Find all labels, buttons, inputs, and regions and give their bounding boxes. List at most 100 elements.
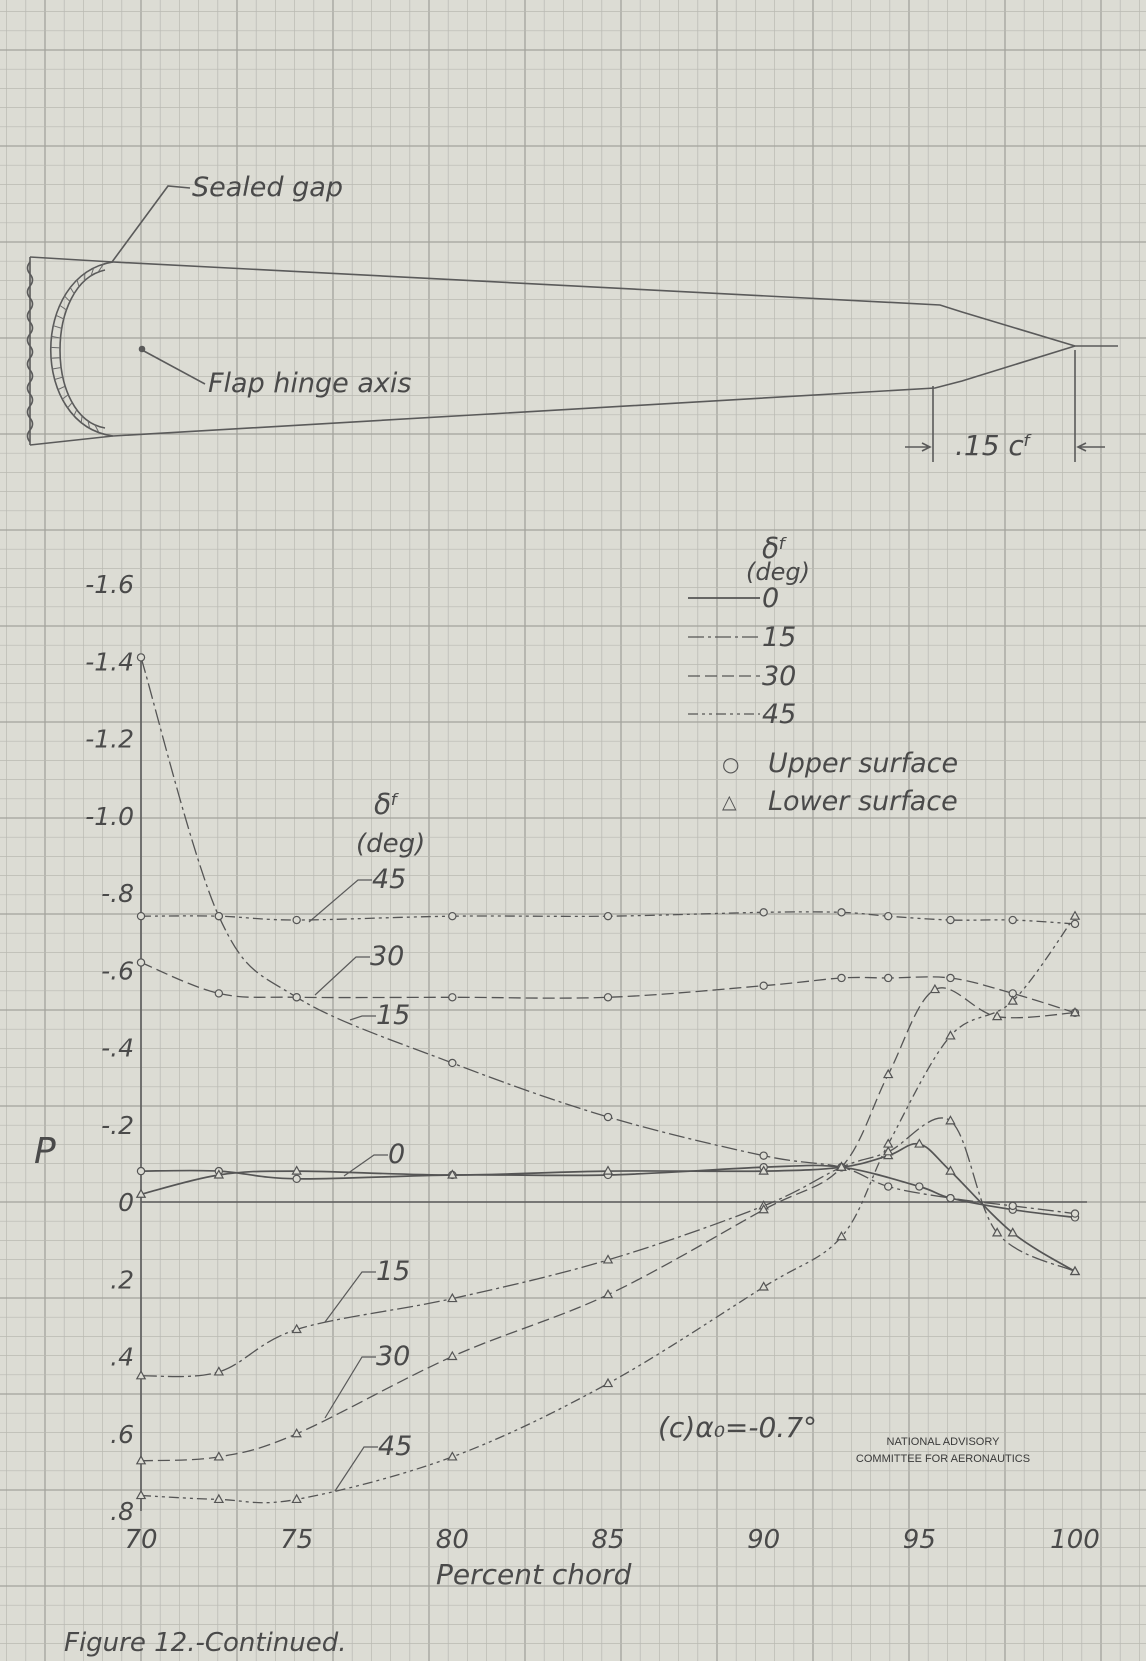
data-point-lower [758, 1203, 769, 1214]
y-tick-label: -1.4 [85, 647, 134, 676]
data-point-upper [214, 989, 224, 998]
data-point-lower [1069, 910, 1081, 920]
curve-label-0: 0 [388, 1139, 405, 1170]
legend-lower-label: Lower surface [768, 786, 958, 817]
data-point-lower [882, 1068, 894, 1079]
data-point-lower [602, 1254, 614, 1264]
seal-hatch-line [97, 263, 104, 273]
data-point-upper [214, 911, 224, 921]
legend-upper-marker: ○ [722, 752, 739, 776]
section-upper-contour [29, 256, 1076, 347]
data-point-upper [884, 911, 893, 921]
dimension-arrow-left [905, 442, 932, 452]
data-point-lower [135, 1489, 147, 1500]
data-point-upper [603, 1112, 613, 1122]
data-point-lower [447, 1169, 458, 1179]
seal-hatch-line [87, 420, 91, 429]
data-point-upper [1070, 919, 1080, 929]
data-point-lower [836, 1231, 847, 1241]
y-tick-label: .4 [110, 1343, 134, 1372]
y-tick-labels: -1.6 -1.4 -1.2 -1.0 -.8 -.6 -.4 -.2 0 .2 .4 .6 .8 [85, 570, 134, 1526]
legend-entry-45: 45 [762, 699, 796, 730]
hinge-leader [141, 349, 206, 385]
curve-label-45: 45 [378, 1431, 412, 1462]
annotation-leader [324, 1356, 376, 1419]
hinge-point [138, 345, 146, 353]
seal-hatch-line [90, 267, 95, 276]
y-tick-label: -1.2 [85, 725, 134, 754]
seal-hatch-line [80, 415, 83, 423]
legend-lower-marker: △ [722, 791, 737, 813]
credit-line-2: COMMITTEE FOR AERONAUTICS [856, 1453, 1030, 1465]
data-point-lower [929, 983, 941, 994]
curve-annotation-unit: (deg) [356, 829, 425, 859]
data-point-lower [1007, 995, 1018, 1005]
data-point-upper [946, 973, 955, 983]
y-tick-label: -.2 [101, 1111, 134, 1140]
data-point-upper [884, 973, 893, 983]
figure-caption: Figure 12.-Continued. [64, 1628, 347, 1658]
y-tick-label: .6 [110, 1420, 134, 1449]
seal-hatch-line [52, 367, 62, 370]
data-point-upper [837, 908, 846, 917]
curve-label-45: 45 [372, 864, 406, 895]
data-point-upper [759, 981, 768, 990]
x-tick-labels: 70 75 80 85 90 95 100 [124, 1525, 1099, 1555]
sealed-gap-leader [111, 185, 191, 263]
curve-annotation-symbol: δᶠ [374, 788, 399, 821]
flap-section-sketch [26, 185, 1118, 462]
seal-hatch-line [94, 424, 100, 433]
data-point-lower [291, 1323, 302, 1334]
data-point-upper [448, 911, 457, 921]
data-point-upper [946, 915, 955, 925]
legend-entry-15: 15 [762, 622, 796, 653]
y-tick-label: -1.6 [85, 570, 134, 599]
seal-hatch-line [59, 304, 67, 311]
data-point-lower [991, 1227, 1003, 1237]
x-tick-label: 70 [124, 1525, 157, 1555]
dimension-arrow-right [1076, 442, 1105, 452]
data-point-lower [945, 1030, 956, 1040]
series-line-15-upper [140, 657, 1076, 1215]
data-point-lower [213, 1169, 225, 1179]
data-point-lower [1069, 1265, 1081, 1276]
condition-label: (c)α₀=-0.7° [658, 1411, 817, 1444]
data-point-lower [991, 1010, 1003, 1021]
annotation-leader [324, 1271, 376, 1323]
seal-hatch-line [69, 287, 75, 294]
x-tick-label: 100 [1050, 1525, 1100, 1555]
data-point-upper [946, 1193, 955, 1203]
section-mount-squiggle [26, 261, 34, 443]
data-point-lower [602, 1377, 614, 1388]
seal-hatch-line [76, 279, 80, 287]
data-point-lower [213, 1366, 225, 1376]
x-tick-label: 90 [747, 1525, 780, 1555]
legend-line-rows: 0 15 30 45 [688, 583, 796, 730]
data-point-lower [945, 1165, 956, 1175]
data-point-upper [1070, 1209, 1080, 1218]
data-point-upper [603, 993, 613, 1002]
legend-entry-0: 0 [762, 583, 779, 614]
data-point-upper [292, 915, 301, 925]
y-tick-label: 0 [118, 1188, 134, 1217]
data-point-upper [136, 1166, 146, 1176]
legend-upper-label: Upper surface [768, 748, 958, 779]
seal-hatch-line [50, 346, 61, 349]
data-point-lower [213, 1451, 225, 1461]
data-point-upper [292, 993, 301, 1002]
data-point-upper [136, 911, 146, 921]
annotation-leader [308, 879, 372, 923]
data-point-upper [884, 1182, 893, 1191]
x-tick-label: 75 [280, 1525, 313, 1555]
seal-hatch-line [73, 409, 78, 416]
seal-hatch-line [67, 402, 73, 409]
data-point-upper [837, 973, 846, 983]
annotation-leader [343, 1154, 388, 1177]
seal-hatch-line [64, 295, 71, 302]
seal-hatch-line [53, 325, 62, 329]
legend-symbol: δᶠ [762, 532, 787, 565]
curve-label-15: 15 [376, 1000, 410, 1031]
curve-label-30: 30 [376, 1341, 410, 1372]
